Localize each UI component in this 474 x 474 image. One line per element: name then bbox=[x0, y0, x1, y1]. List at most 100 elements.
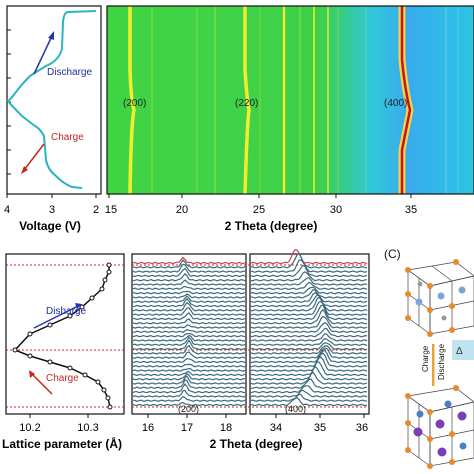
heatmap-peak-220 bbox=[243, 6, 251, 195]
panel-c-delta: Δ bbox=[456, 346, 463, 357]
voltage-curve bbox=[6, 10, 97, 189]
waterfall-trace-right bbox=[250, 378, 368, 390]
waterfall-trace-left bbox=[132, 339, 246, 351]
heatmap-faint-lines bbox=[151, 6, 459, 194]
heatmap-label-220: (220) bbox=[235, 98, 258, 109]
voltage-xtick-4: 4 bbox=[4, 204, 10, 216]
waterfall-xtick-18: 18 bbox=[220, 422, 232, 434]
crystal-top-atoms bbox=[405, 259, 466, 337]
waterfall-trace-left bbox=[132, 357, 246, 364]
waterfall-trace-left bbox=[132, 363, 246, 368]
waterfall-trace-right bbox=[250, 393, 368, 402]
waterfall-trace-right bbox=[250, 281, 368, 291]
waterfall-trace-left bbox=[132, 382, 246, 394]
waterfall-trace-left bbox=[132, 401, 246, 407]
lattice-discharge-label: Disharge bbox=[46, 306, 86, 317]
waterfall-trace-right bbox=[250, 347, 368, 359]
panel-c-discharge-label: Discharge bbox=[437, 343, 446, 380]
waterfall-trace-right bbox=[250, 286, 368, 295]
waterfall-trace-left bbox=[132, 372, 245, 381]
charge-arrow-bar bbox=[432, 344, 435, 386]
waterfall-trace-right bbox=[250, 397, 368, 407]
waterfall-trace-right bbox=[250, 356, 368, 372]
waterfall-trace-right bbox=[250, 271, 367, 282]
waterfall-trace-right bbox=[250, 315, 368, 329]
waterfall-label-400: (400) bbox=[285, 404, 306, 414]
charge-arrowhead bbox=[21, 166, 28, 174]
discharge-arrowhead bbox=[48, 31, 54, 40]
waterfall-trace-right bbox=[250, 249, 368, 265]
lattice-panel: Disharge Charge 10.2 10.3 Lattice parame… bbox=[2, 253, 125, 451]
waterfall-xtick-35: 35 bbox=[314, 422, 326, 434]
waterfall-trace-left bbox=[132, 293, 246, 299]
heatmap-peak-400-core bbox=[400, 6, 412, 194]
waterfall-trace-left bbox=[132, 285, 246, 291]
lattice-xtick-10-3: 10.3 bbox=[77, 422, 98, 434]
waterfall-trace-right bbox=[250, 352, 368, 368]
panel-c: (C) Charge Discharge Δ bbox=[384, 247, 474, 469]
waterfall-trace-left bbox=[132, 375, 246, 385]
waterfall-trace-right bbox=[250, 332, 368, 342]
waterfall-trace-right bbox=[250, 342, 368, 351]
lattice-markers bbox=[12, 262, 113, 410]
heatmap-xlabel: 2 Theta (degree) bbox=[225, 219, 318, 233]
lattice-charge-label: Charge bbox=[46, 373, 79, 384]
waterfall-traces bbox=[132, 249, 368, 407]
waterfall-trace-left bbox=[132, 267, 246, 278]
voltage-panel: Discharge Charge 4 3 2 Voltage (V) bbox=[4, 5, 102, 233]
waterfall-trace-right bbox=[250, 389, 368, 398]
lattice-charge-arrowhead bbox=[29, 370, 35, 378]
lattice-charge-arrow bbox=[31, 373, 53, 395]
waterfall-trace-right bbox=[250, 304, 368, 321]
heatmap-xtick-20: 20 bbox=[176, 204, 188, 216]
lattice-xlabel: Lattice parameter (Å) bbox=[2, 436, 122, 451]
waterfall-trace-left bbox=[132, 263, 246, 273]
waterfall-trace-left bbox=[133, 329, 246, 334]
lattice-discharge-arrow bbox=[33, 305, 79, 329]
waterfall-xtick-36: 36 bbox=[356, 422, 368, 434]
heatmap-panel: (200) (220) (400) 15 20 25 30 35 2 Theta… bbox=[105, 5, 474, 233]
waterfall-trace-left bbox=[132, 301, 246, 312]
lattice-xtick-10-2: 10.2 bbox=[19, 422, 40, 434]
discharge-label: Discharge bbox=[47, 67, 92, 78]
waterfall-xticks bbox=[147, 414, 365, 418]
waterfall-xtick-16: 16 bbox=[142, 422, 154, 434]
waterfall-trace-left bbox=[132, 334, 246, 342]
waterfall-trace-right bbox=[250, 308, 368, 325]
waterfall-trace-right bbox=[250, 345, 368, 355]
waterfall-trace-left bbox=[132, 256, 246, 265]
waterfall-trace-left bbox=[132, 259, 246, 269]
heatmap-background bbox=[107, 6, 474, 194]
waterfall-trace-left bbox=[132, 351, 246, 359]
waterfall-xtick-34: 34 bbox=[270, 422, 282, 434]
waterfall-trace-right bbox=[250, 361, 367, 377]
heatmap-xtick-35: 35 bbox=[405, 204, 417, 216]
heatmap-peak-200 bbox=[128, 6, 136, 195]
waterfall-trace-right bbox=[251, 252, 367, 269]
discharge-arrow bbox=[33, 35, 53, 75]
waterfall-trace-right bbox=[250, 294, 368, 308]
heatmap-xtick-15: 15 bbox=[105, 204, 117, 216]
heatmap-label-400: (400) bbox=[384, 98, 407, 109]
waterfall-trace-left bbox=[132, 272, 246, 282]
waterfall-trace-left bbox=[132, 395, 246, 402]
voltage-xtick-3: 3 bbox=[49, 204, 55, 216]
waterfall-trace-left bbox=[132, 318, 246, 325]
charge-label: Charge bbox=[51, 132, 84, 143]
waterfall-trace-right bbox=[250, 371, 368, 385]
lattice-xticks bbox=[29, 414, 89, 418]
waterfall-trace-left bbox=[132, 389, 246, 398]
waterfall-trace-right bbox=[250, 322, 368, 334]
waterfall-label-200: (200) bbox=[178, 404, 199, 414]
waterfall-trace-right bbox=[250, 337, 368, 347]
voltage-xticks bbox=[6, 194, 97, 198]
voltage-xlabel: Voltage (V) bbox=[19, 219, 81, 233]
waterfall-trace-left bbox=[132, 297, 246, 308]
waterfall-trace-right bbox=[250, 292, 368, 303]
waterfall-trace-right bbox=[250, 296, 368, 312]
waterfall-trace-right bbox=[250, 327, 368, 338]
waterfall-trace-right bbox=[250, 277, 368, 286]
waterfall-trace-left bbox=[132, 371, 246, 377]
waterfall-trace-left bbox=[132, 379, 246, 390]
waterfall-trace-right bbox=[250, 289, 368, 299]
